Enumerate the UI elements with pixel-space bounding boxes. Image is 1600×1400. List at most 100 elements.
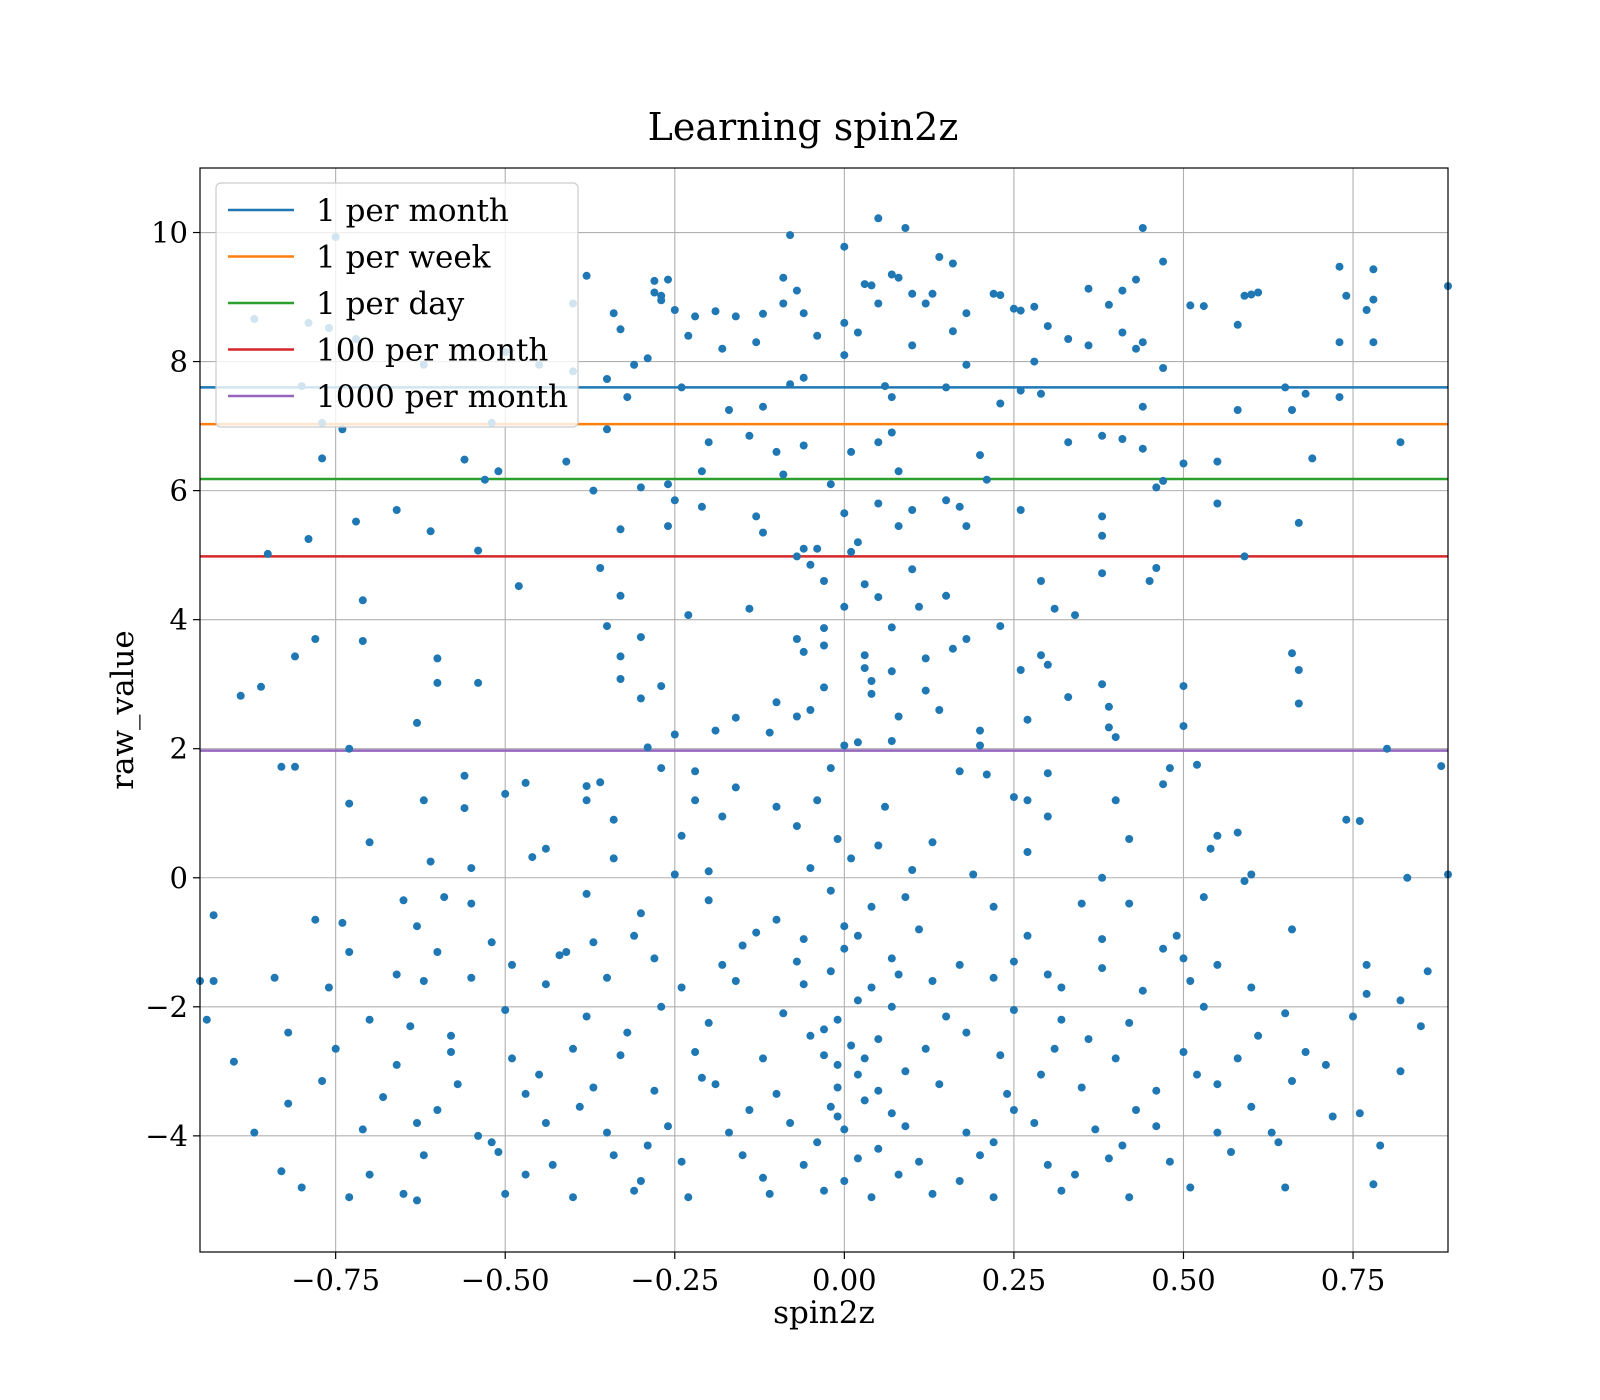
data-point	[311, 915, 320, 924]
data-point	[908, 506, 917, 514]
data-point	[229, 1057, 238, 1066]
data-point	[562, 457, 571, 466]
data-point	[697, 502, 706, 511]
data-point	[297, 1183, 306, 1192]
data-point	[202, 1015, 211, 1024]
data-point	[1016, 666, 1025, 674]
data-point	[365, 1015, 374, 1024]
data-point	[1023, 848, 1032, 856]
data-point	[1111, 796, 1120, 805]
data-point	[833, 1083, 842, 1092]
data-point	[1138, 224, 1147, 232]
data-point	[942, 1012, 951, 1021]
data-point	[1125, 1018, 1134, 1027]
data-point	[664, 522, 672, 531]
data-point	[616, 1051, 625, 1060]
data-point	[840, 242, 849, 251]
data-point	[630, 931, 639, 940]
data-point	[772, 698, 781, 707]
data-point	[1437, 762, 1446, 771]
data-point	[759, 528, 767, 537]
data-point	[887, 623, 896, 632]
data-point	[352, 517, 360, 526]
data-point	[901, 893, 910, 902]
data-point	[677, 383, 686, 392]
data-point	[1308, 454, 1317, 463]
data-point	[535, 1070, 544, 1079]
data-point	[277, 1167, 286, 1176]
data-point	[1152, 483, 1161, 492]
data-point	[603, 425, 611, 434]
data-point	[996, 399, 1005, 408]
data-point	[1355, 1109, 1364, 1118]
data-point	[650, 288, 659, 297]
data-point	[874, 593, 883, 602]
data-point	[630, 1186, 639, 1195]
data-point	[1396, 1067, 1405, 1076]
data-point	[324, 983, 333, 992]
data-point	[691, 796, 700, 805]
data-point	[799, 647, 808, 656]
data-point	[433, 678, 442, 687]
data-point	[521, 1089, 530, 1098]
data-point	[1125, 1193, 1134, 1202]
y-tick-label: 6	[170, 474, 188, 508]
y-tick-label: −4	[145, 1119, 188, 1153]
data-point	[1104, 1154, 1113, 1163]
data-point	[291, 652, 299, 661]
data-point	[338, 918, 347, 927]
data-point	[962, 309, 971, 318]
data-point	[318, 454, 327, 463]
data-point	[745, 604, 754, 613]
data-point	[1321, 1060, 1330, 1069]
data-point	[419, 796, 428, 805]
data-point	[474, 678, 483, 687]
data-point	[1084, 1035, 1093, 1044]
data-point	[813, 331, 822, 340]
data-point	[1335, 393, 1344, 402]
data-point	[853, 1154, 862, 1163]
data-point	[643, 354, 652, 363]
data-point	[358, 1125, 367, 1134]
plot-frame	[199, 167, 1449, 1253]
data-point	[270, 973, 279, 982]
data-point	[928, 977, 937, 985]
data-point	[806, 560, 815, 569]
data-point	[643, 1141, 652, 1150]
data-point	[1009, 1106, 1018, 1114]
data-point	[826, 1102, 835, 1111]
data-point	[718, 960, 727, 969]
data-point	[616, 652, 625, 661]
data-point	[1240, 291, 1249, 300]
data-point	[772, 915, 781, 924]
data-point	[508, 1054, 516, 1063]
data-point	[1104, 702, 1113, 711]
data-point	[650, 276, 659, 285]
data-point	[1098, 512, 1107, 521]
data-point	[413, 718, 421, 727]
legend-label: 100 per month	[316, 333, 548, 369]
data-point	[1213, 1080, 1222, 1089]
data-point	[467, 899, 476, 908]
data-point	[962, 1028, 971, 1037]
data-point	[609, 309, 618, 318]
data-point	[1301, 1048, 1310, 1056]
data-point	[555, 951, 564, 960]
data-point	[1009, 1006, 1018, 1014]
data-point	[826, 480, 835, 489]
data-point	[1179, 459, 1188, 468]
data-point	[433, 1106, 442, 1114]
data-point	[1104, 300, 1113, 309]
data-point	[636, 633, 645, 642]
data-point	[1071, 611, 1079, 620]
data-point	[908, 866, 917, 874]
data-point	[603, 1128, 611, 1137]
data-point	[1098, 680, 1107, 689]
data-point	[582, 1012, 591, 1021]
data-point	[345, 744, 354, 753]
y-tick-label: 8	[170, 345, 188, 379]
data-point	[1111, 733, 1120, 742]
data-point	[1016, 386, 1025, 395]
data-point	[826, 886, 835, 895]
data-point	[1342, 815, 1351, 824]
